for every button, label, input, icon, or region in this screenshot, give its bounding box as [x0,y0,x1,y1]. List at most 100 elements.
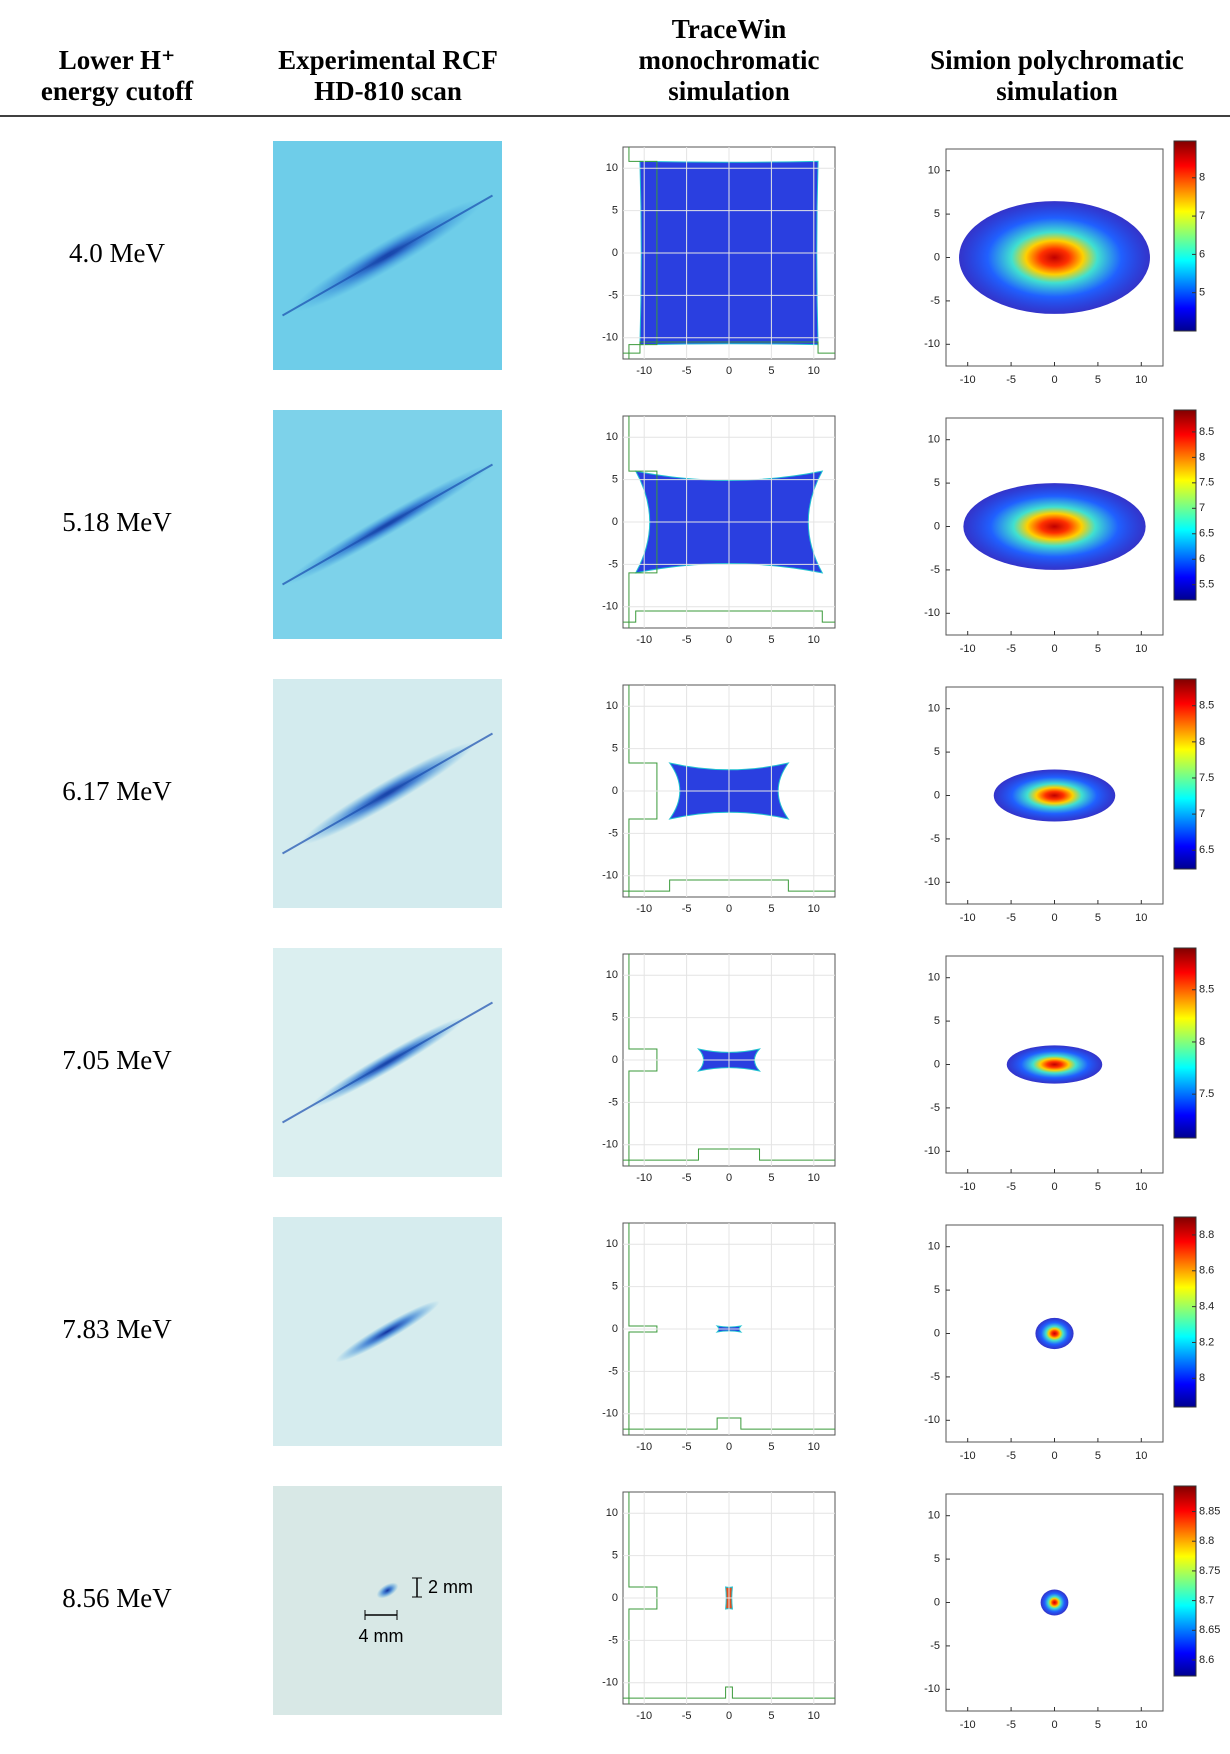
y-tick-label: -10 [602,1677,618,1689]
y-tick-label: -10 [924,1683,940,1695]
y-tick-label: -5 [930,1371,940,1383]
x-tick-label: 10 [808,1172,820,1184]
y-tick-label: -5 [930,833,940,845]
column-header: energy cutoff [41,76,194,106]
colorbar-tick-label: 8 [1199,736,1205,748]
x-tick-label: -10 [960,1181,976,1193]
y-tick-label: 10 [606,1507,618,1519]
y-tick-label: -10 [602,601,618,613]
y-tick-label: 10 [928,165,940,177]
colorbar [1173,1485,1197,1677]
y-tick-label: -10 [924,338,940,350]
x-tick-label: 5 [768,365,774,377]
beam-spot [376,1582,399,1599]
row-label: 5.18 MeV [62,507,172,537]
x-tick-label: 0 [726,634,732,646]
y-tick-label: 5 [934,1284,940,1296]
y-tick-label: 5 [612,1281,618,1293]
colorbar [1173,678,1197,870]
x-tick-label: 0 [1051,374,1057,386]
colorbar-tick-label: 8.7 [1199,1595,1214,1607]
y-tick-label: -5 [608,827,618,839]
x-tick-label: 5 [1095,912,1101,924]
x-tick-label: -10 [960,643,976,655]
x-tick-label: -10 [960,374,976,386]
colorbar-tick-label: 7 [1199,808,1205,820]
x-tick-label: 5 [1095,1719,1101,1731]
y-tick-label: -5 [930,295,940,307]
colorbar-tick-label: 7 [1199,502,1205,514]
x-tick-label: -10 [636,365,652,377]
x-tick-label: -10 [960,1450,976,1462]
colorbar-tick-label: 8 [1199,172,1205,184]
column-header: Simion polychromatic [930,45,1184,75]
x-tick-label: -5 [682,903,692,915]
x-tick-label: 10 [1135,912,1147,924]
y-tick-label: 5 [612,1012,618,1024]
colorbar-tick-label: 8.5 [1199,700,1214,712]
x-tick-label: 0 [1051,912,1057,924]
simion-beam [1040,1589,1069,1616]
x-tick-label: -5 [682,365,692,377]
column-header: simulation [996,76,1118,106]
row-label: 7.05 MeV [62,1045,172,1075]
simion-beam [1035,1317,1074,1350]
colorbar-tick-label: 8 [1199,1036,1205,1048]
column-header: TraceWin [672,14,787,44]
y-tick-label: 0 [612,1592,618,1604]
x-tick-label: -5 [1006,1719,1016,1731]
x-tick-label: 0 [1051,1719,1057,1731]
x-tick-label: 5 [1095,1181,1101,1193]
y-tick-label: 0 [612,1323,618,1335]
y-tick-label: 0 [612,247,618,259]
x-tick-label: 0 [726,1172,732,1184]
simion-beam [993,769,1116,822]
x-tick-label: -5 [1006,374,1016,386]
beam-streak [282,732,493,855]
x-tick-label: 0 [1051,1181,1057,1193]
y-tick-label: 5 [934,477,940,489]
column-header: Lower H⁺ [59,45,176,75]
x-tick-label: 10 [1135,643,1147,655]
colorbar-tick-label: 7.5 [1199,1088,1214,1100]
colorbar-tick-label: 8.85 [1199,1505,1220,1517]
colorbar-tick-label: 7.5 [1199,477,1214,489]
colorbar-tick-label: 8.65 [1199,1624,1220,1636]
y-tick-label: 0 [934,520,940,532]
beam-spot [335,1300,440,1363]
colorbar-tick-label: 5.5 [1199,579,1214,591]
colorbar [1173,140,1197,332]
row-label: 6.17 MeV [62,776,172,806]
x-tick-label: -5 [682,1172,692,1184]
y-tick-label: -10 [924,1414,940,1426]
x-tick-label: -5 [682,1710,692,1722]
colorbar-tick-label: 6 [1199,553,1205,565]
x-tick-label: 0 [726,1710,732,1722]
colorbar-tick-label: 6.5 [1199,528,1214,540]
x-tick-label: -10 [636,1172,652,1184]
y-tick-label: 0 [934,1058,940,1070]
scale-bar-label: 4 mm [359,1626,404,1646]
x-tick-label: -10 [636,903,652,915]
y-tick-label: -5 [608,1634,618,1646]
x-tick-label: -5 [1006,1181,1016,1193]
x-tick-label: -10 [636,634,652,646]
colorbar [1173,947,1197,1139]
row-label: 8.56 MeV [62,1583,172,1613]
y-tick-label: -10 [924,1145,940,1157]
x-tick-label: -5 [682,1441,692,1453]
x-tick-label: 10 [808,365,820,377]
x-tick-label: 0 [726,365,732,377]
colorbar-tick-label: 8.8 [1199,1535,1214,1547]
x-tick-label: 10 [1135,374,1147,386]
y-tick-label: 10 [928,434,940,446]
y-tick-label: -10 [602,870,618,882]
x-tick-label: 5 [1095,1450,1101,1462]
x-tick-label: 10 [808,634,820,646]
y-tick-label: -10 [602,1408,618,1420]
y-tick-label: 0 [934,251,940,263]
y-tick-label: -5 [930,564,940,576]
y-tick-label: -5 [930,1102,940,1114]
y-tick-label: 10 [606,700,618,712]
